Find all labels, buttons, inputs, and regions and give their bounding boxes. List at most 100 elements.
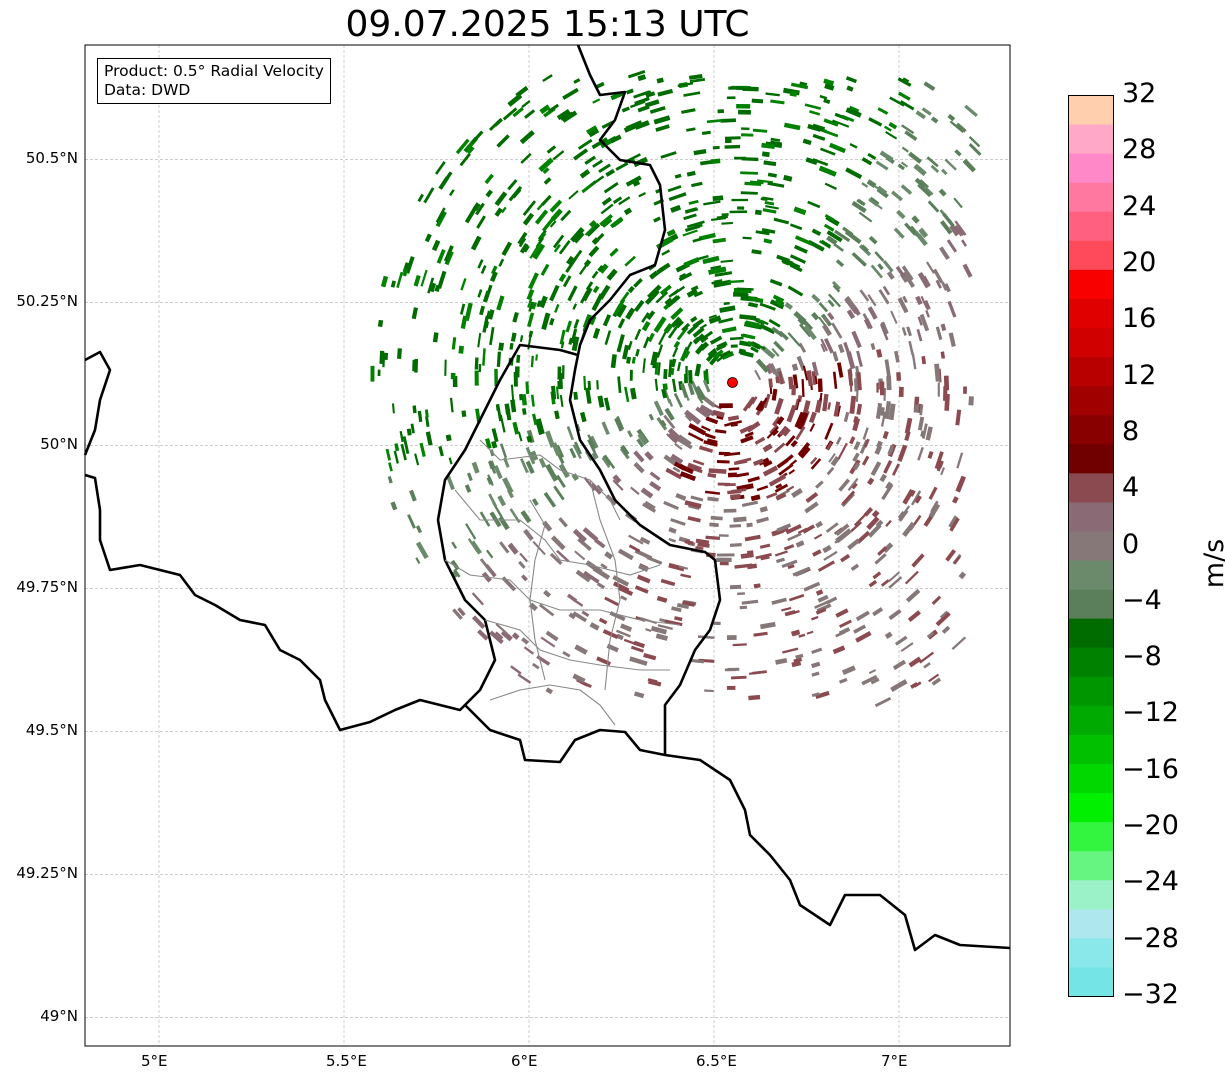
echo-cell xyxy=(955,409,962,426)
echo-cell xyxy=(671,606,682,613)
echo-cell xyxy=(838,627,851,636)
colorbar-tick-label: 24 xyxy=(1122,190,1157,222)
echo-cell xyxy=(683,257,700,268)
lat-tick-label: 49°N xyxy=(40,1007,78,1026)
echo-cell xyxy=(917,416,925,431)
echo-cell xyxy=(518,560,526,569)
region-border xyxy=(454,489,661,576)
echo-cell xyxy=(840,553,851,563)
echo-cell xyxy=(688,74,703,80)
echo-cell xyxy=(806,370,814,387)
echo-cell xyxy=(718,534,729,537)
echo-cell xyxy=(854,378,857,392)
echo-cell xyxy=(962,158,976,173)
echo-cell xyxy=(693,148,707,156)
echo-cell xyxy=(740,435,754,444)
echo-cell xyxy=(485,310,490,322)
echo-cell xyxy=(942,212,955,228)
echo-cell xyxy=(793,206,807,216)
echo-cell xyxy=(752,458,764,467)
echo-cell xyxy=(405,256,415,274)
echo-cell xyxy=(690,316,698,323)
colorbar-segment xyxy=(1068,850,1114,881)
echo-cell xyxy=(657,624,673,630)
echo-cell xyxy=(620,623,633,632)
echo-cell xyxy=(879,150,894,162)
echo-cell xyxy=(553,244,561,253)
echo-cell xyxy=(641,320,651,332)
echo-cell xyxy=(655,291,669,304)
echo-cell xyxy=(916,329,923,342)
echo-cell xyxy=(692,326,705,338)
echo-cell xyxy=(543,177,552,185)
echo-cell xyxy=(826,466,835,476)
echo-cell xyxy=(522,244,530,253)
echo-cell xyxy=(760,554,770,561)
echo-cell xyxy=(883,459,893,474)
echo-cell xyxy=(591,293,604,312)
echo-cell xyxy=(855,387,859,402)
echo-cell xyxy=(585,281,594,291)
lat-tick-label: 49.5°N xyxy=(25,721,78,740)
echo-cell xyxy=(955,122,967,133)
echo-cell xyxy=(530,394,535,407)
echo-cell xyxy=(377,319,384,328)
echo-cell xyxy=(626,356,632,364)
echo-cell xyxy=(829,142,846,154)
echo-cell xyxy=(444,250,454,266)
echo-cell xyxy=(535,354,538,361)
echo-cell xyxy=(616,629,631,638)
echo-cell xyxy=(828,453,836,463)
echo-cell xyxy=(770,99,785,105)
echo-cell xyxy=(655,124,670,132)
echo-cell xyxy=(640,487,654,499)
echo-cell xyxy=(464,484,472,493)
echo-cell xyxy=(451,337,457,350)
echo-cell xyxy=(509,342,514,350)
echo-cell xyxy=(718,317,734,324)
echo-cell xyxy=(746,421,761,433)
echo-cell xyxy=(470,540,482,555)
echo-cell xyxy=(514,366,520,378)
echo-cell xyxy=(894,635,908,646)
echo-cell xyxy=(852,417,861,432)
echo-cell xyxy=(558,273,567,283)
echo-cell xyxy=(904,222,917,236)
echo-cell xyxy=(502,477,514,494)
echo-cell xyxy=(872,607,884,617)
echo-cell xyxy=(566,593,578,603)
echo-cell xyxy=(695,385,707,401)
lon-tick-label: 6°E xyxy=(511,1052,538,1070)
echo-cell xyxy=(705,535,721,541)
echo-cell xyxy=(770,140,782,145)
echo-cell xyxy=(762,208,777,214)
echo-cell xyxy=(661,388,668,399)
echo-cell xyxy=(953,555,961,565)
echo-cell xyxy=(851,330,862,349)
echo-cell xyxy=(587,434,597,450)
echo-cell xyxy=(897,297,909,314)
echo-cell xyxy=(675,319,684,329)
echo-cell xyxy=(911,215,920,224)
echo-cell xyxy=(681,108,696,114)
echo-cell xyxy=(832,119,850,128)
echo-cell xyxy=(701,130,711,135)
echo-cell xyxy=(388,462,393,472)
echo-cell xyxy=(634,585,649,594)
echo-cell xyxy=(729,584,742,590)
colorbar-segment xyxy=(1068,501,1114,532)
echo-cell xyxy=(884,359,891,377)
echo-cell xyxy=(458,345,464,354)
echo-cell xyxy=(962,263,973,278)
echo-cell xyxy=(794,398,799,409)
echo-cell xyxy=(811,692,820,698)
echo-cell xyxy=(774,550,788,557)
echo-cell xyxy=(524,109,536,119)
echo-cell xyxy=(419,442,426,457)
echo-cell xyxy=(825,596,838,605)
echo-cell xyxy=(714,271,733,277)
echo-cell xyxy=(762,465,779,477)
echo-cell xyxy=(919,313,930,332)
colorbar-tick-label: −28 xyxy=(1122,922,1179,954)
